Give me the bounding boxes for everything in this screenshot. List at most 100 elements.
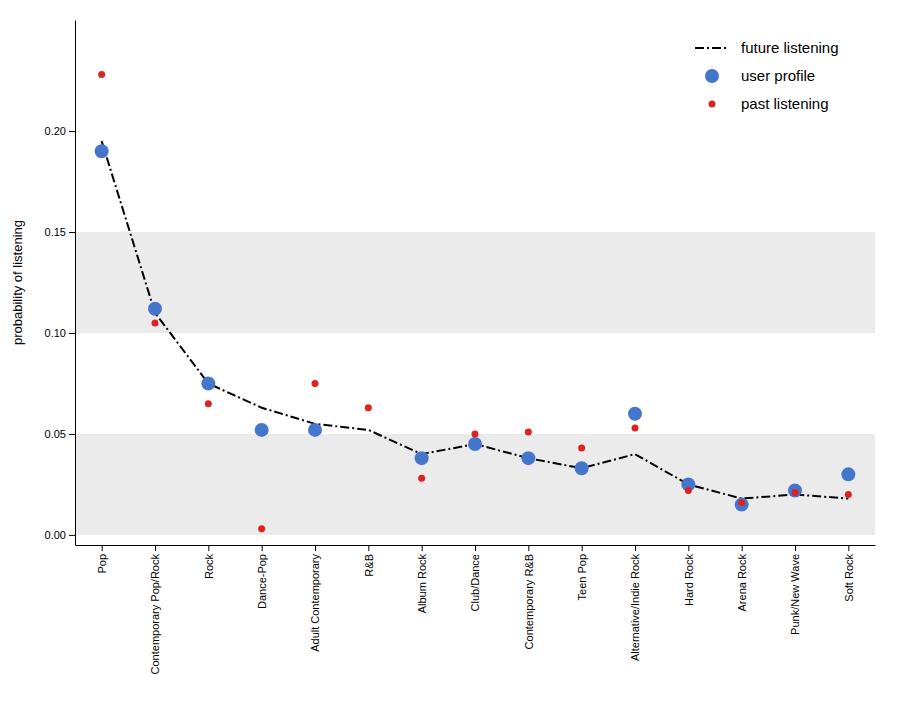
axis-line: [75, 21, 76, 546]
tick-mark: [635, 545, 636, 551]
tick-label: Club/Dance: [469, 554, 481, 611]
marks: [95, 71, 856, 532]
grid: [75, 232, 875, 535]
tick-mark: [582, 545, 583, 551]
tick-mark: [742, 545, 743, 551]
point: [575, 461, 589, 475]
tick-label: 0.10: [45, 327, 66, 339]
legend-label: user profile: [741, 67, 815, 84]
legend: future listening user profile past listeni…: [695, 39, 839, 112]
point: [258, 525, 265, 532]
point: [472, 430, 479, 437]
tick-label: 0.05: [45, 428, 66, 440]
point: [152, 319, 159, 326]
x-tick: Contemporary Pop/Rock: [149, 545, 161, 674]
legend-label: past listening: [741, 95, 829, 112]
grid-band: [75, 232, 875, 333]
x-tick: Rock: [203, 545, 215, 579]
y-tick: 0.05: [45, 428, 75, 440]
point: [632, 424, 639, 431]
grid-band: [75, 434, 875, 535]
point: [98, 71, 105, 78]
point: [415, 451, 429, 465]
x-tick: Hard Rock: [683, 545, 695, 606]
tick-mark: [69, 232, 75, 233]
series-points: [98, 71, 852, 532]
legend-label: future listening: [741, 39, 839, 56]
legend-swatch: [705, 69, 719, 83]
series-line: [102, 141, 849, 498]
point: [255, 423, 269, 437]
tick-mark: [155, 545, 156, 551]
point: [845, 491, 852, 498]
tick-mark: [475, 545, 476, 551]
x-tick: Arena Rock: [736, 545, 748, 611]
tick-mark: [422, 545, 423, 551]
tick-label: R&B: [363, 554, 375, 577]
x-tick: Soft Rock: [843, 545, 855, 602]
tick-label: Punk/New Wave: [789, 554, 801, 635]
x-tick: Adult Contemporary: [309, 545, 321, 652]
y-tick: 0.15: [45, 226, 75, 238]
tick-mark: [69, 434, 75, 435]
tick-mark: [102, 545, 103, 551]
tick-label: Pop: [96, 554, 108, 574]
tick-label: Arena Rock: [736, 554, 748, 612]
tick-mark: [528, 545, 529, 551]
tick-mark: [368, 545, 369, 551]
legend-swatch: [695, 47, 729, 49]
tick-label: Teen Pop: [576, 554, 588, 600]
tick-label: Rock: [203, 554, 215, 580]
x-tick: R&B: [363, 545, 375, 577]
x-axis: Pop Contemporary Pop/Rock Rock Dance-Pop Adu…: [76, 545, 876, 674]
tick-label: Dance-Pop: [256, 554, 268, 609]
point: [418, 475, 425, 482]
tick-label: Contemporary Pop/Rock: [149, 554, 161, 675]
tick-mark: [69, 131, 75, 132]
y-tick: 0.00: [45, 529, 75, 541]
tick-mark: [262, 545, 263, 551]
tick-label: 0.00: [45, 529, 66, 541]
y-tick: 0.10: [45, 327, 75, 339]
tick-label: Soft Rock: [843, 554, 855, 602]
tick-label: Alternative/Indie Rock: [629, 554, 641, 661]
tick-mark: [69, 535, 75, 536]
x-tick: Contemporary R&B: [523, 545, 535, 649]
tick-mark: [848, 545, 849, 551]
tick-label: 0.20: [45, 125, 66, 137]
y-tick: 0.20: [45, 125, 75, 137]
point: [578, 445, 585, 452]
point: [308, 423, 322, 437]
legend-item: past listening: [709, 95, 829, 112]
tick-label: 0.15: [45, 226, 66, 238]
series-points: [95, 144, 856, 511]
point: [738, 499, 745, 506]
tick-label: Album Rock: [416, 554, 428, 614]
x-tick: Pop: [96, 545, 108, 574]
chart: 0.00 0.05 0.10 0.15 0.20 Pop Contemporary Pop/…: [0, 0, 900, 705]
plot: 0.00 0.05 0.10 0.15 0.20 Pop Contemporary Pop/…: [45, 21, 876, 675]
point: [312, 380, 319, 387]
tick-mark: [69, 333, 75, 334]
x-tick: Alternative/Indie Rock: [629, 545, 641, 661]
legend-swatch: [709, 101, 716, 108]
tick-mark: [208, 545, 209, 551]
y-axis-title: probability of listening: [10, 220, 25, 345]
point: [521, 451, 535, 465]
point: [685, 487, 692, 494]
point: [95, 144, 109, 158]
legend-item: user profile: [705, 67, 815, 84]
point: [205, 400, 212, 407]
point: [201, 376, 215, 390]
point: [628, 407, 642, 421]
x-tick: Dance-Pop: [256, 545, 268, 609]
x-tick: Album Rock: [416, 545, 428, 613]
x-tick: Punk/New Wave: [789, 545, 801, 635]
point: [788, 483, 802, 497]
x-tick: Teen Pop: [576, 545, 588, 600]
tick-label: Contemporary R&B: [523, 554, 535, 649]
point: [525, 428, 532, 435]
legend-item: future listening: [695, 39, 839, 56]
tick-label: Adult Contemporary: [309, 554, 321, 652]
point: [148, 302, 162, 316]
